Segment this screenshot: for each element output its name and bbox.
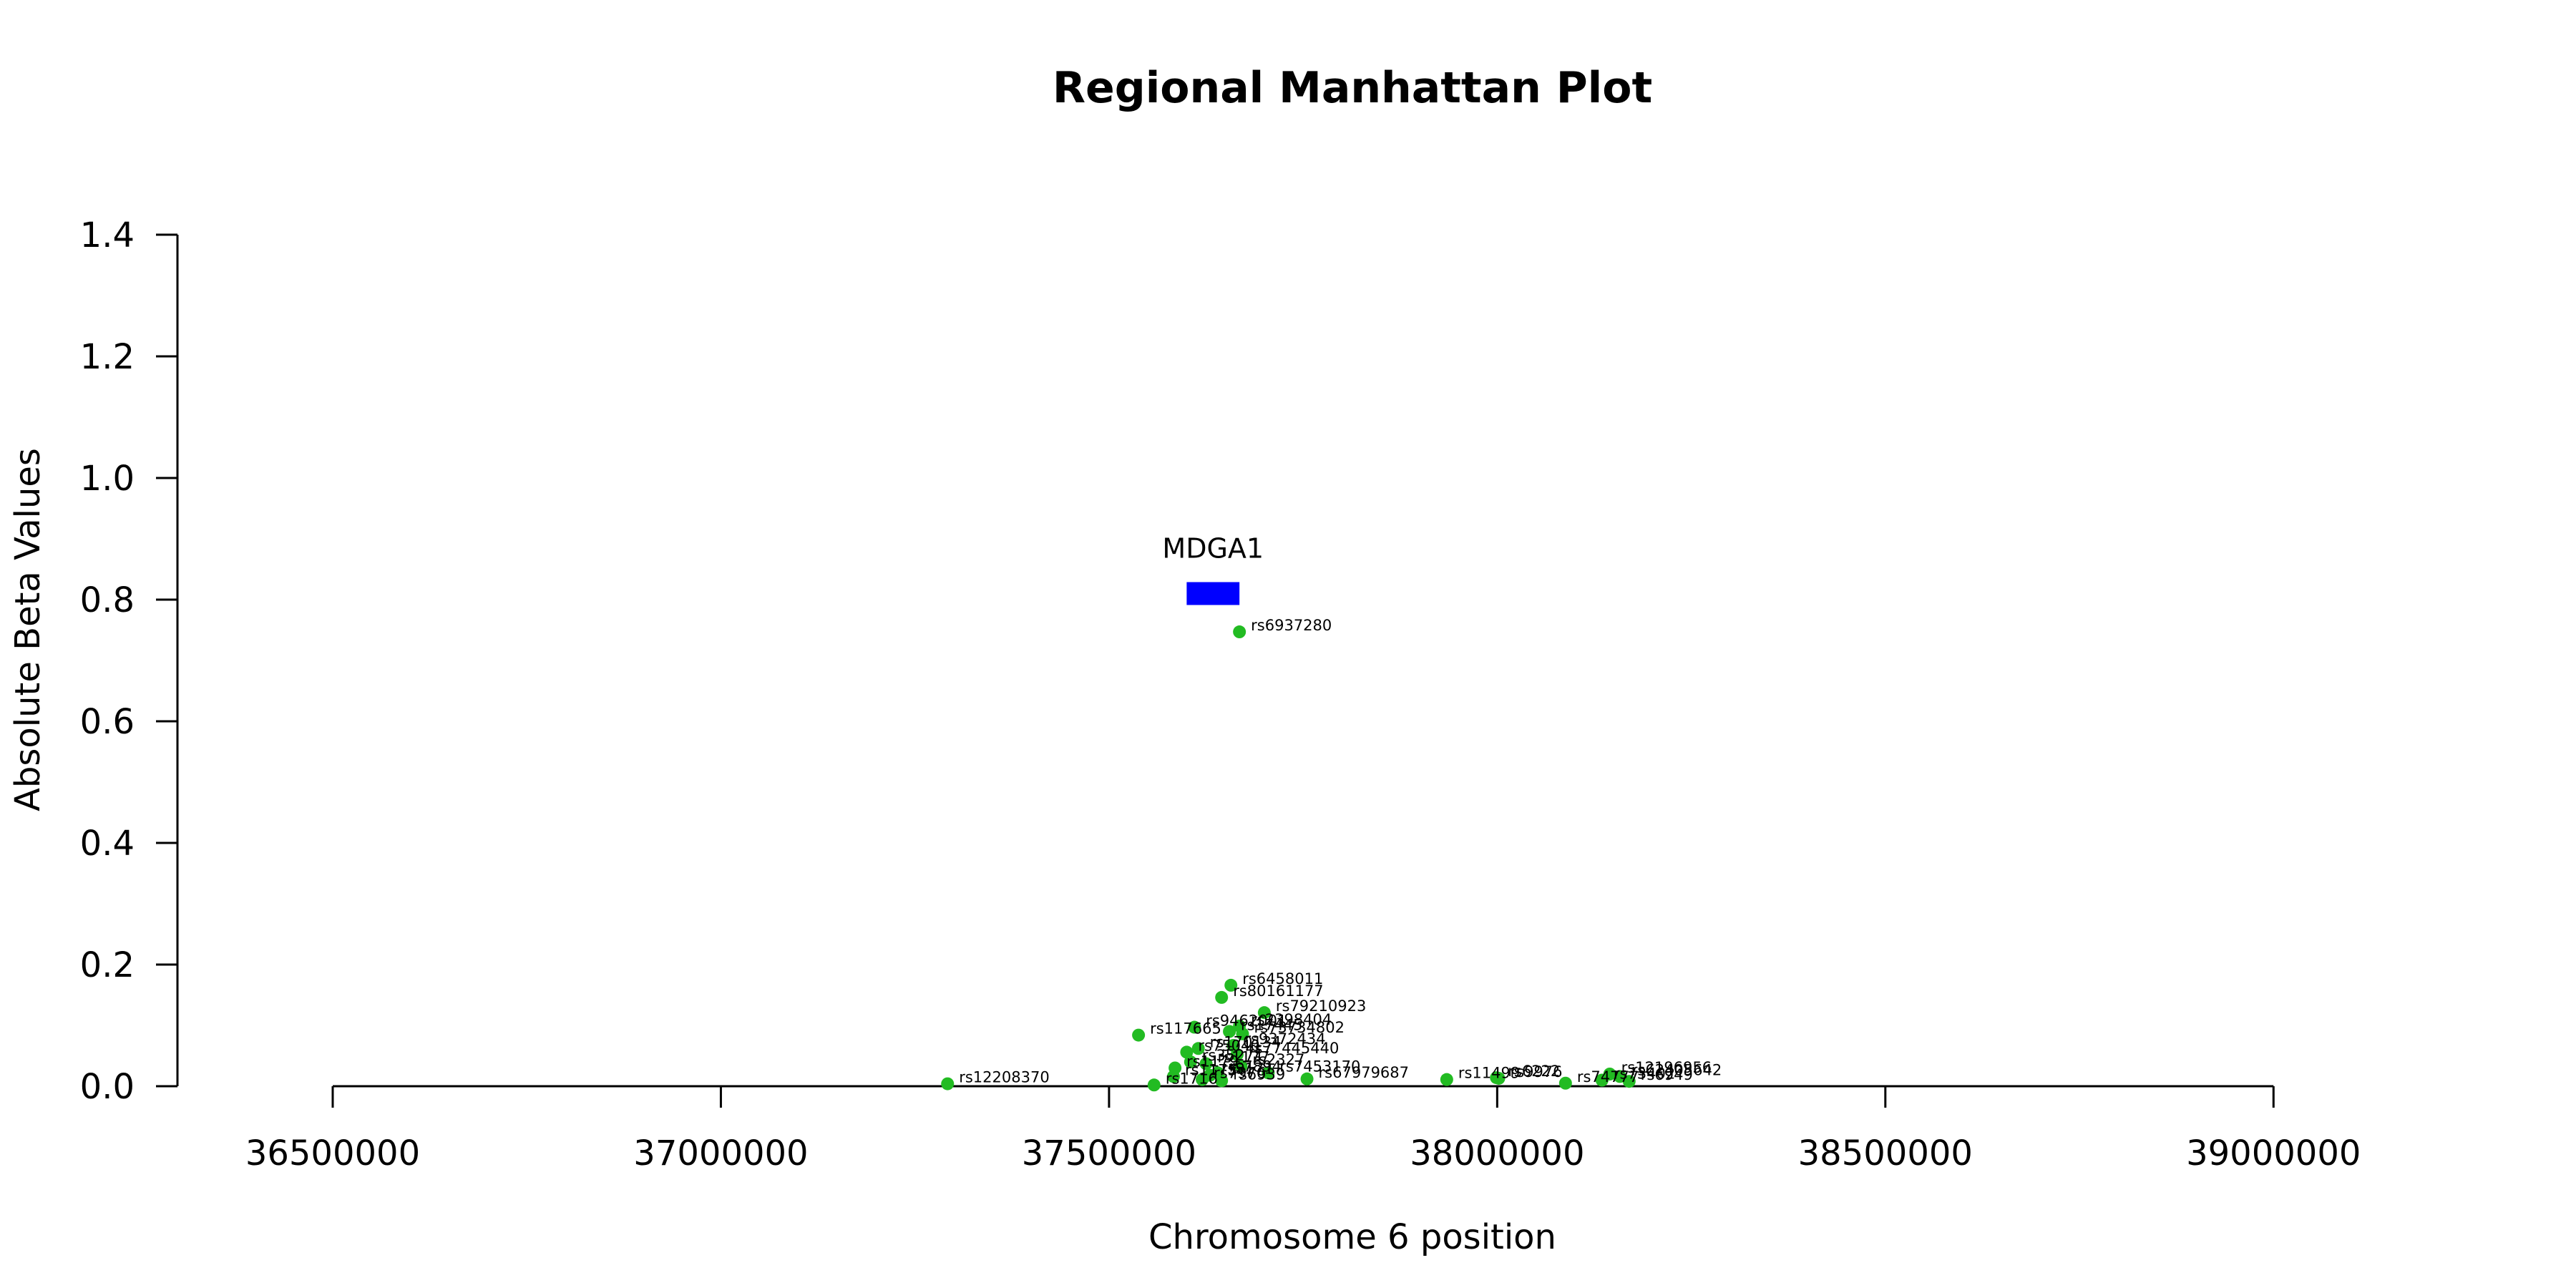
snp-point — [1196, 1073, 1209, 1086]
snp-point — [1184, 1055, 1197, 1068]
snp-label: rs7894 — [1229, 1058, 1282, 1075]
snp-label: rs6222 — [1508, 1063, 1560, 1080]
snp-point — [1224, 978, 1238, 992]
y-tick-label: 0.6 — [80, 702, 135, 742]
snp-point — [1233, 625, 1246, 639]
x-tick-label: 36500000 — [245, 1133, 420, 1174]
axes: 0.0 0.2 0.4 0.6 0.8 1.0 1.2 1.4 36500000 37000000… — [80, 215, 2361, 1174]
snp-label: rs6937280 — [1251, 617, 1332, 634]
snp-label: rs1716 — [1166, 1070, 1218, 1087]
x-tick-label: 37500000 — [1022, 1133, 1196, 1174]
snp-point — [1215, 1074, 1229, 1088]
snp-point — [1199, 1057, 1213, 1070]
snp-label: rs1175 — [1185, 1061, 1237, 1078]
x-tick-label: 38500000 — [1798, 1133, 1973, 1174]
y-tick-label: 0.0 — [80, 1067, 135, 1107]
snp-point — [1215, 990, 1229, 1004]
snp-point — [1440, 1073, 1453, 1086]
gene-label: MDGA1 — [1162, 533, 1264, 565]
snp-point — [1230, 1048, 1244, 1061]
snp-label: rs80161177 — [1233, 982, 1323, 1000]
snp-label: rs9372434 — [1244, 1030, 1325, 1048]
snp-label: rs9171 — [1221, 1060, 1274, 1078]
snp-point — [1595, 1073, 1609, 1087]
snp-label: rs12196956 — [1621, 1059, 1712, 1076]
snp-label: rs77445440 — [1249, 1040, 1339, 1057]
x-tick-label: 39000000 — [2186, 1133, 2361, 1174]
snp-label: rs170134 — [1210, 1033, 1282, 1050]
y-tick-label: 0.8 — [80, 580, 135, 620]
data-points — [941, 625, 1636, 1092]
gene-bar — [1186, 582, 1240, 605]
snp-point — [1234, 1059, 1248, 1073]
snp-label: rs17445 — [1241, 1017, 1302, 1034]
x-tick-label: 38000000 — [1410, 1133, 1584, 1174]
snp-label: rs6949 — [1641, 1066, 1693, 1083]
snp-label: rs1179 — [1186, 1053, 1239, 1070]
snp-label: rs2327 — [1252, 1051, 1304, 1068]
snp-point — [1223, 1025, 1236, 1038]
snp-point — [1191, 1042, 1205, 1055]
snp-point — [1236, 1027, 1249, 1040]
snp-label: rs75040 — [1198, 1037, 1259, 1054]
snp-label: rs7453170 — [1279, 1058, 1360, 1075]
snp-point — [1132, 1028, 1146, 1042]
snp-label: rs79210923 — [1276, 997, 1366, 1015]
snp-label: rs7976 — [1214, 1065, 1266, 1082]
snp-point — [1558, 1076, 1572, 1090]
snp-point — [1257, 1006, 1271, 1020]
snp-label: rs73402 — [1614, 1065, 1675, 1083]
gene-track: MDGA1 — [1162, 533, 1264, 605]
snp-label: rs9462001 — [1206, 1013, 1287, 1030]
y-tick-label: 1.4 — [80, 215, 135, 255]
snp-label: rs73734802 — [1254, 1019, 1344, 1036]
snp-label: rs35271 — [1202, 1047, 1264, 1064]
snp-label: rs6939 — [1233, 1065, 1285, 1083]
x-tick-label: 37000000 — [633, 1133, 808, 1174]
snp-label: rs11499 — [1458, 1065, 1520, 1082]
snp-point — [1492, 1071, 1506, 1085]
snp-label: rs6458011 — [1242, 970, 1323, 987]
snp-point — [1166, 1070, 1180, 1083]
snp-point — [941, 1077, 955, 1091]
snp-point — [1262, 1066, 1275, 1080]
y-tick-label: 1.0 — [80, 459, 135, 499]
y-tick-label: 0.2 — [80, 945, 135, 985]
chart-title: Regional Manhattan Plot — [1053, 63, 1652, 113]
snp-label: rs62405642 — [1631, 1061, 1722, 1078]
snp-point — [1188, 1020, 1201, 1034]
x-axis-label: Chromosome 6 position — [1148, 1217, 1556, 1257]
snp-label: rs67979687 — [1319, 1064, 1409, 1081]
y-axis-label: Absolute Beta Values — [8, 448, 48, 811]
y-tick-label: 0.4 — [80, 824, 135, 864]
snp-label: rs74777 — [1577, 1068, 1639, 1085]
snp-point — [1622, 1075, 1636, 1088]
snp-point — [1300, 1072, 1314, 1085]
snp-label: rs2398404 — [1251, 1011, 1332, 1028]
snp-label: rs1177 — [1218, 1049, 1270, 1066]
snp-point — [1180, 1045, 1194, 1059]
snp-point — [1147, 1078, 1161, 1092]
y-tick-label: 1.2 — [80, 337, 135, 377]
snp-label: rs12208370 — [959, 1069, 1049, 1086]
snp-label: rs117665 — [1150, 1020, 1221, 1038]
snp-label: rs9976 — [1511, 1063, 1563, 1080]
point-labels: rs6937280rs6458011rs80161177rs79210923rs… — [959, 617, 1722, 1087]
